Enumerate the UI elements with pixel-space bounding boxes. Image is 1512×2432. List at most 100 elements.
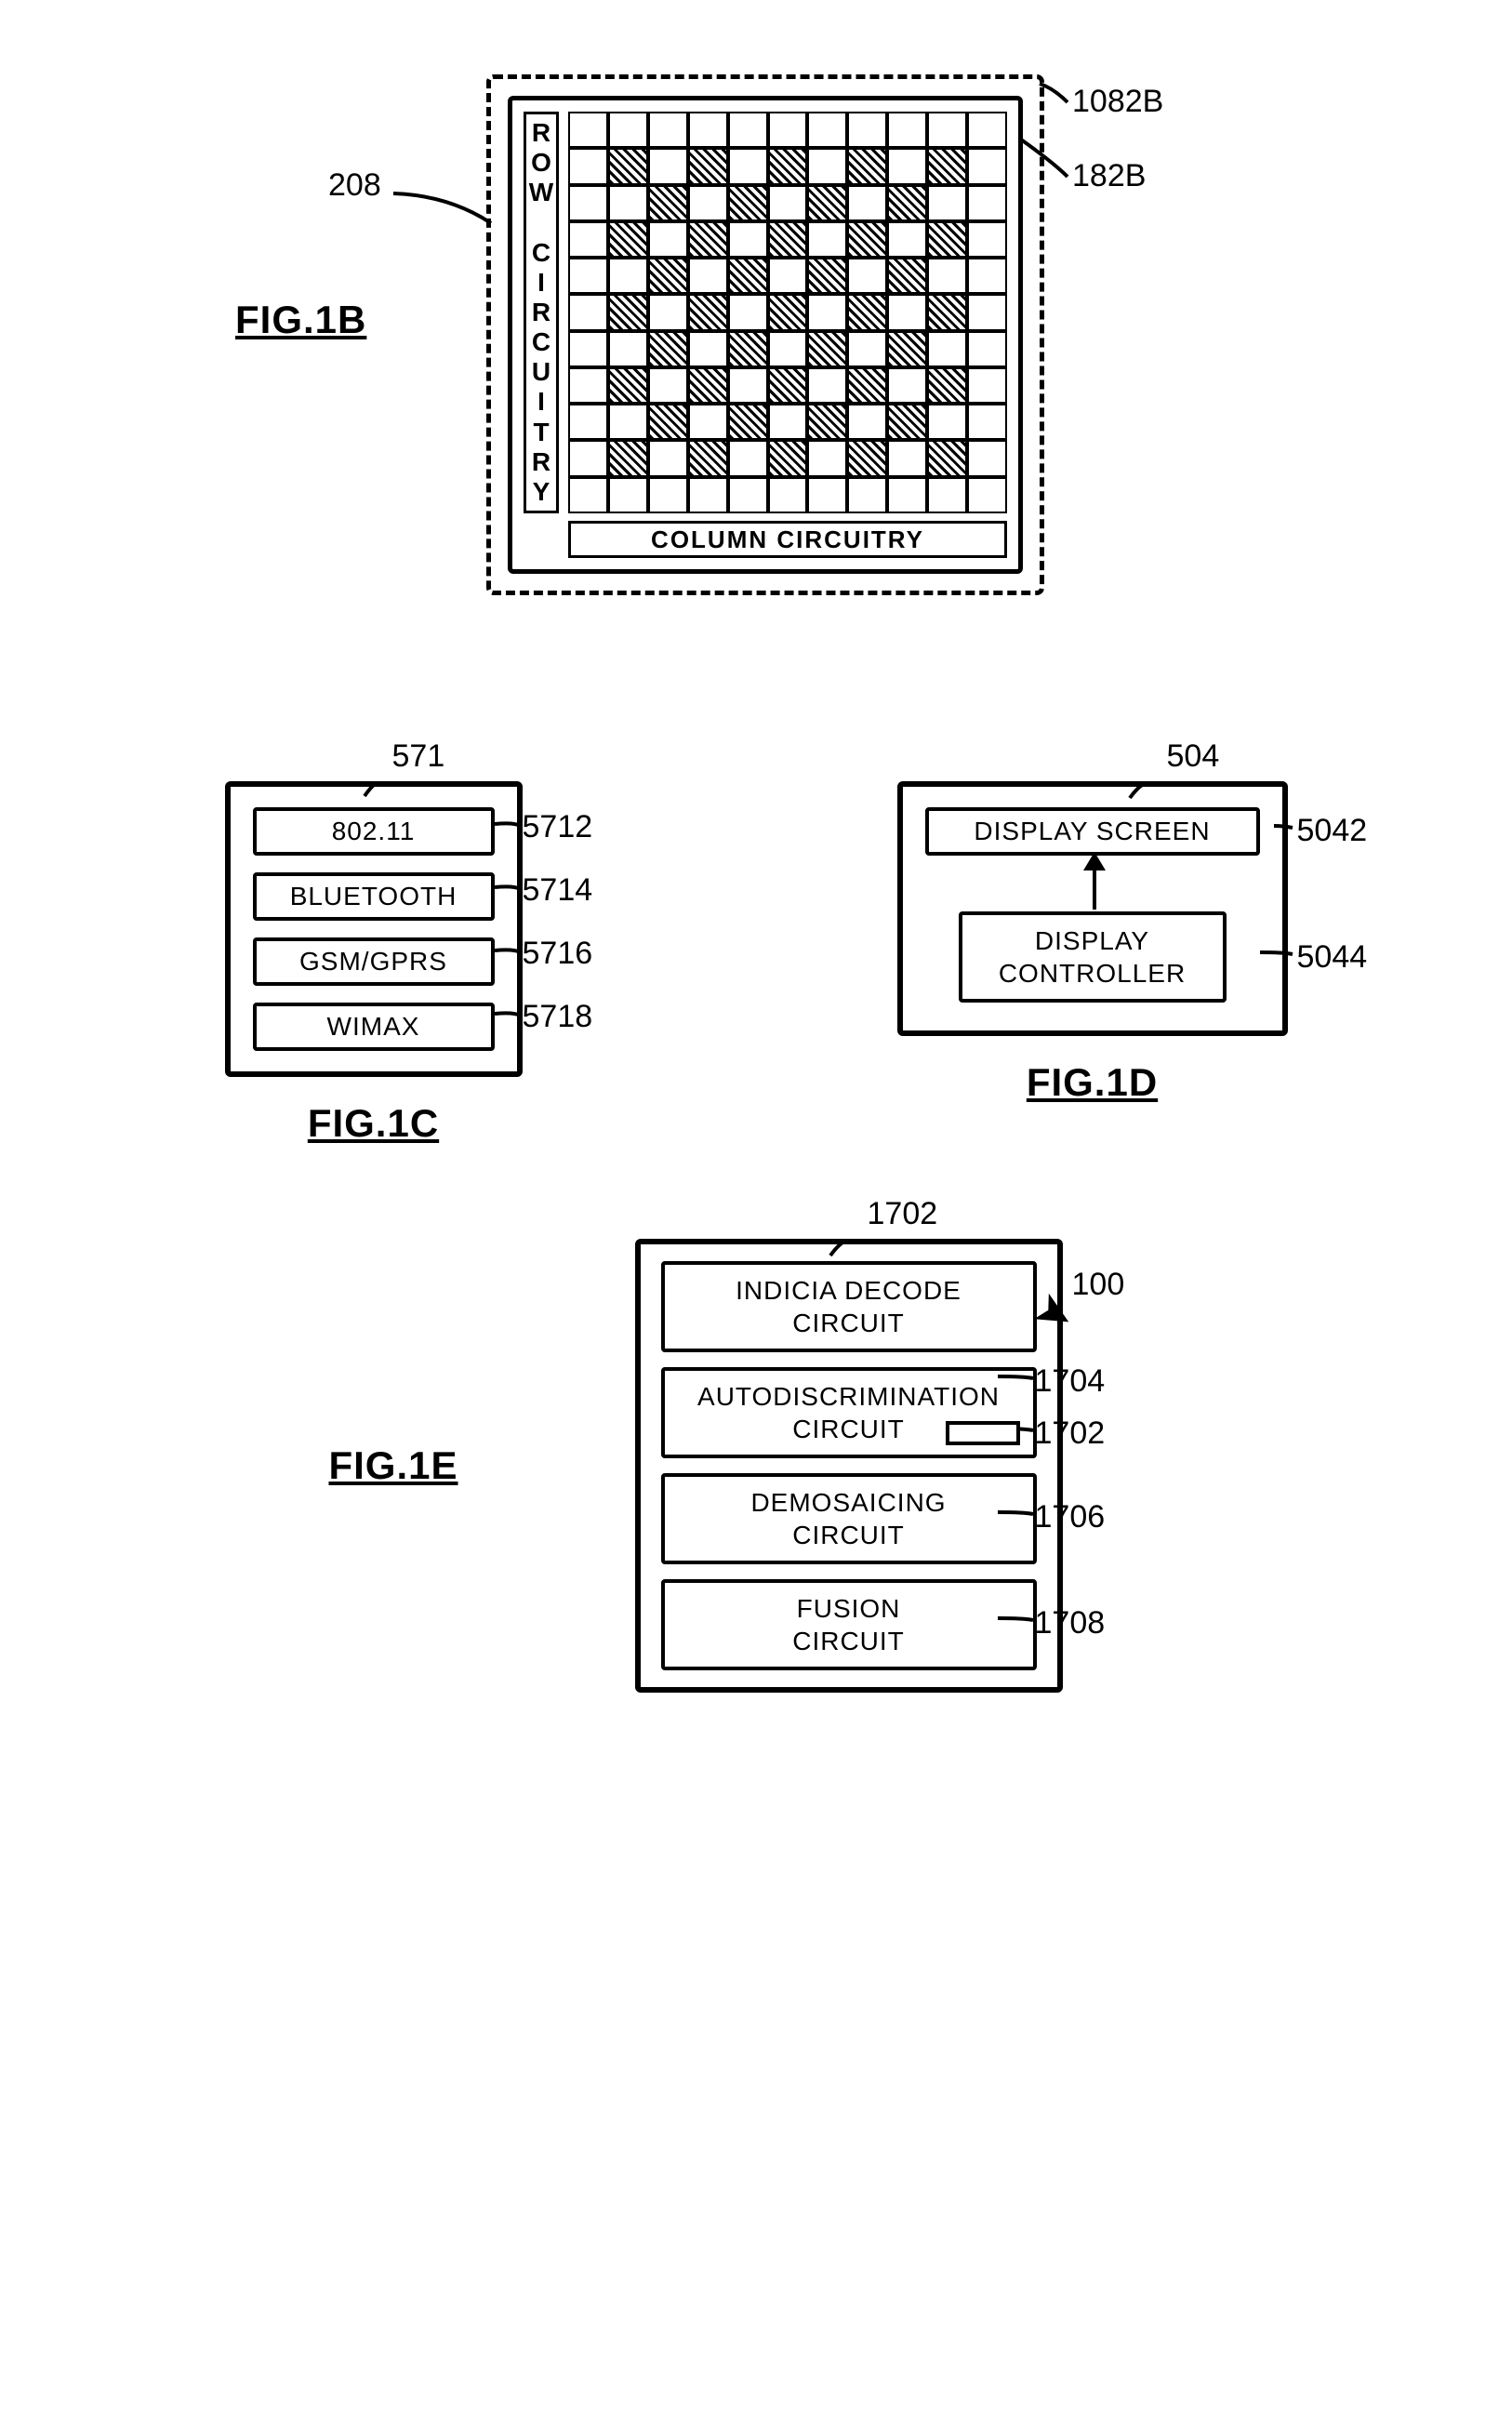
pixel-cell [568, 294, 608, 330]
pixel-cell [648, 221, 688, 258]
pixel-cell [568, 221, 608, 258]
pixel-cell [568, 112, 608, 148]
callout-1702-top: 1702 [868, 1196, 938, 1232]
radio-item-802-11: 802.11 [253, 807, 495, 856]
pixel-cell [768, 185, 808, 221]
pixel-cell [927, 367, 967, 404]
pixel-cell [967, 440, 1007, 476]
pixel-cell [648, 258, 688, 294]
pixel-cell [807, 477, 847, 513]
pixel-cell [807, 294, 847, 330]
pixel-cell [688, 112, 728, 148]
pixel-cell [768, 440, 808, 476]
callout-5714: 5714 [523, 872, 593, 909]
pixel-cell [967, 148, 1007, 184]
pixel-cell [927, 440, 967, 476]
pixel-cell [847, 148, 887, 184]
pixel-cell [927, 294, 967, 330]
fig-1c: 571 802.11BLUETOOTHGSM/GPRSWIMAX FIG.1C … [151, 781, 597, 1146]
pixel-cell [728, 440, 768, 476]
callout-5712: 5712 [523, 809, 593, 845]
pixel-cell [688, 294, 728, 330]
fig-1d-title: FIG.1D [823, 1060, 1362, 1105]
radio-item-wimax: WIMAX [253, 1003, 495, 1051]
pixel-cell [887, 294, 927, 330]
pixel-cell [608, 148, 648, 184]
pixel-cell [688, 185, 728, 221]
pixel-cell [728, 258, 768, 294]
display-screen-box: DISPLAY SCREEN [925, 807, 1260, 856]
pixel-cell [768, 404, 808, 440]
pixel-cell [608, 477, 648, 513]
pixel-cell [688, 477, 728, 513]
fig-1d: 504 DISPLAY SCREEN DISPLAYCONTROLLER 504… [823, 781, 1362, 1146]
pixel-cell [608, 440, 648, 476]
pixel-cell [648, 185, 688, 221]
pixel-cell [847, 367, 887, 404]
pixel-cell [967, 404, 1007, 440]
row-circuitry-label: ROW CIRCUITRY [524, 112, 559, 513]
pixel-cell [887, 477, 927, 513]
pixel-cell [648, 331, 688, 367]
circuit-box-1704: AUTODISCRIMINATIONCIRCUIT [661, 1367, 1037, 1458]
pixel-cell [807, 440, 847, 476]
pixel-cell [568, 185, 608, 221]
radio-item-gsm-gprs: GSM/GPRS [253, 937, 495, 986]
pixel-cell [768, 221, 808, 258]
pixel-cell [807, 185, 847, 221]
sensor-package-outline: ROW CIRCUITRY COLUMN CIRCUITRY [486, 74, 1044, 595]
pixel-cell [688, 404, 728, 440]
fig-1e: 1702 100 ➤ INDICIA DECODECIRCUITAUTODISC… [514, 1239, 1184, 1693]
pixel-cell [608, 221, 648, 258]
pixel-cell [768, 477, 808, 513]
fig-1e-title: FIG.1E [328, 1443, 458, 1488]
pixel-cell [927, 148, 967, 184]
pixel-cell [608, 331, 648, 367]
pixel-cell [847, 221, 887, 258]
pixel-cell [568, 331, 608, 367]
callout-1082b: 1082B [1072, 84, 1163, 120]
processing-module-box: INDICIA DECODECIRCUIT AUTODISCRIMINATIONC… [635, 1239, 1063, 1693]
pixel-cell [728, 112, 768, 148]
pixel-cell [887, 367, 927, 404]
pixel-cell [688, 440, 728, 476]
callout-1708: 1708 [1035, 1605, 1106, 1641]
callout-5042: 5042 [1297, 813, 1368, 849]
pixel-cell [568, 258, 608, 294]
pixel-cell [967, 221, 1007, 258]
pixel-cell [728, 404, 768, 440]
pixel-cell [847, 331, 887, 367]
pixel-cell [728, 331, 768, 367]
radio-item-bluetooth: BLUETOOTH [253, 872, 495, 921]
inset-box [946, 1421, 1020, 1445]
pixel-cell [648, 404, 688, 440]
callout-5718: 5718 [523, 999, 593, 1035]
pixel-cell [887, 185, 927, 221]
pixel-cell [608, 404, 648, 440]
display-controller-box: DISPLAYCONTROLLER [959, 911, 1227, 1003]
callout-208: 208 [328, 167, 381, 204]
pixel-cell [807, 367, 847, 404]
pixel-cell [927, 404, 967, 440]
pixel-cell [807, 221, 847, 258]
pixel-cell [967, 331, 1007, 367]
pixel-cell [688, 367, 728, 404]
circuit-box-1702: INDICIA DECODECIRCUIT [661, 1261, 1037, 1352]
fig-1c-title: FIG.1C [151, 1101, 597, 1146]
pixel-cell [967, 112, 1007, 148]
display-module-box: DISPLAY SCREEN DISPLAYCONTROLLER [897, 781, 1288, 1036]
pixel-cell [887, 404, 927, 440]
callout-5044: 5044 [1297, 939, 1368, 976]
pixel-cell [807, 258, 847, 294]
pixel-cell [568, 404, 608, 440]
pixel-cell [728, 367, 768, 404]
pixel-cell [967, 185, 1007, 221]
pixel-cell [608, 185, 648, 221]
pixel-cell [807, 148, 847, 184]
pixel-cell [648, 294, 688, 330]
pixel-cell [967, 294, 1007, 330]
pixel-cell [568, 440, 608, 476]
pixel-cell [608, 367, 648, 404]
column-circuitry-label: COLUMN CIRCUITRY [568, 521, 1007, 558]
pixel-cell [768, 258, 808, 294]
